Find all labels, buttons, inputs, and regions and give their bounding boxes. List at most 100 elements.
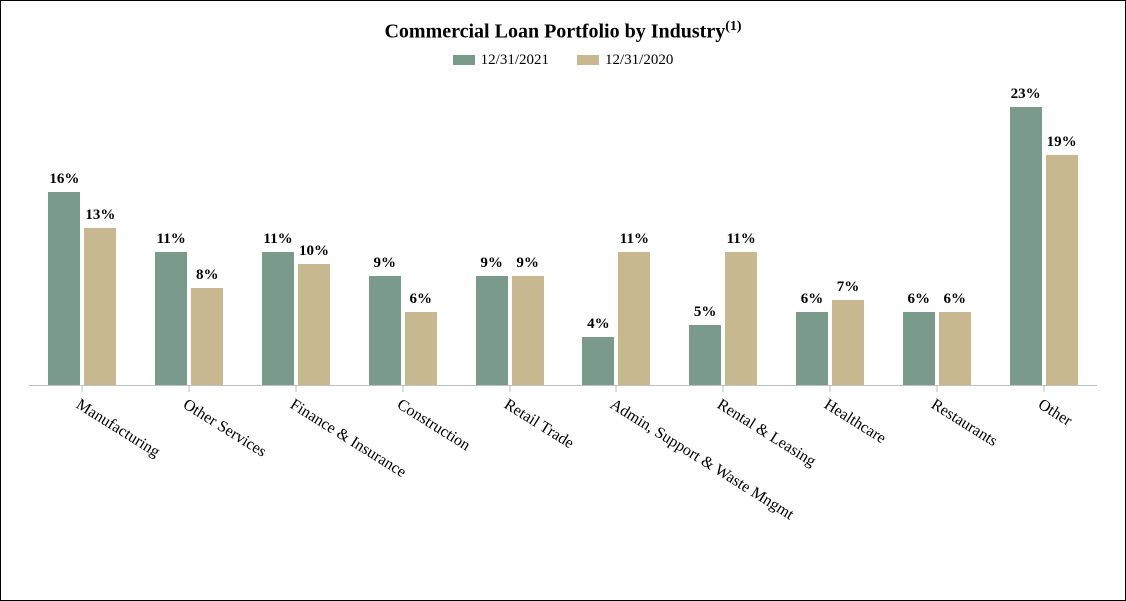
bar-wrap: 9% <box>476 83 508 385</box>
bar <box>689 325 721 385</box>
bar <box>725 252 757 385</box>
bar <box>48 192 80 386</box>
bar-group: 9% 6% <box>349 83 456 385</box>
bar <box>939 312 971 385</box>
bar-value-label: 4% <box>587 316 610 333</box>
x-tick: Restaurants <box>883 386 990 586</box>
tick-mark <box>723 386 724 392</box>
bar <box>476 276 508 385</box>
tick-mark <box>82 386 83 392</box>
tick-mark <box>509 386 510 392</box>
x-tick: Other <box>990 386 1097 586</box>
bar-group: 4% 11% <box>563 83 670 385</box>
chart-title: Commercial Loan Portfolio by Industry(1) <box>29 19 1097 44</box>
bar-wrap: 11% <box>725 83 757 385</box>
tick-mark <box>189 386 190 392</box>
bar-wrap: 23% <box>1010 83 1042 385</box>
tick-mark <box>1043 386 1044 392</box>
bar-wrap: 5% <box>689 83 721 385</box>
x-tick: Rental & Leasing <box>670 386 777 586</box>
bar-wrap: 11% <box>262 83 294 385</box>
bar-value-label: 6% <box>944 291 967 308</box>
x-tick: Other Services <box>136 386 243 586</box>
tick-mark <box>295 386 296 392</box>
bar-value-label: 10% <box>299 243 329 260</box>
chart-title-text: Commercial Loan Portfolio by Industry <box>384 21 725 43</box>
x-axis-label: Other <box>1034 396 1074 431</box>
bar-wrap: 6% <box>903 83 935 385</box>
bar-value-label: 5% <box>694 304 717 321</box>
bar-value-label: 11% <box>157 231 186 248</box>
legend-label: 12/31/2021 <box>481 52 549 69</box>
bar-wrap: 11% <box>155 83 187 385</box>
chart-title-superscript: (1) <box>725 19 741 34</box>
bar-wrap: 6% <box>796 83 828 385</box>
legend-label: 12/31/2020 <box>605 52 673 69</box>
bar-wrap: 7% <box>832 83 864 385</box>
bar-value-label: 19% <box>1047 134 1077 151</box>
bar-group: 6% 6% <box>883 83 990 385</box>
bar <box>262 252 294 385</box>
bar-wrap: 11% <box>618 83 650 385</box>
tick-mark <box>402 386 403 392</box>
bar-group: 11% 8% <box>136 83 243 385</box>
bar <box>903 312 935 385</box>
bar-wrap: 16% <box>48 83 80 385</box>
bar-wrap: 9% <box>512 83 544 385</box>
x-tick: Construction <box>349 386 456 586</box>
bar <box>84 228 116 385</box>
x-axis-label: Healthcare <box>820 396 888 448</box>
bar-wrap: 6% <box>405 83 437 385</box>
plot-area: 16%13%11%8%11%10%9%6%9%9%4%11%5%11%6%7%6… <box>29 77 1097 586</box>
legend-item: 12/31/2020 <box>577 52 673 69</box>
bar <box>512 276 544 385</box>
bar-wrap: 9% <box>369 83 401 385</box>
x-axis: ManufacturingOther ServicesFinance & Ins… <box>29 386 1097 586</box>
bar <box>369 276 401 385</box>
bar-value-label: 13% <box>85 207 115 224</box>
bar <box>832 300 864 385</box>
tick-mark <box>616 386 617 392</box>
bar-value-label: 7% <box>837 279 860 296</box>
x-tick: Admin, Support & Waste Mngmt <box>563 386 670 586</box>
x-axis-label: Restaurants <box>927 396 1000 451</box>
bar-value-label: 6% <box>801 291 824 308</box>
bar-wrap: 6% <box>939 83 971 385</box>
tick-mark <box>829 386 830 392</box>
bar <box>796 312 828 385</box>
bar-group: 9% 9% <box>456 83 563 385</box>
bar-wrap: 19% <box>1046 83 1078 385</box>
x-tick: Healthcare <box>777 386 884 586</box>
x-tick: Finance & Insurance <box>243 386 350 586</box>
bar-value-label: 11% <box>727 231 756 248</box>
legend-item: 12/31/2021 <box>453 52 549 69</box>
bar <box>405 312 437 385</box>
legend-swatch <box>453 55 475 65</box>
bar <box>1046 155 1078 385</box>
bar-value-label: 9% <box>480 255 503 272</box>
bar-value-label: 6% <box>410 291 433 308</box>
bar-wrap: 13% <box>84 83 116 385</box>
bar-value-label: 16% <box>49 171 79 188</box>
bar-group: 23% 19% <box>990 83 1097 385</box>
legend: 12/31/2021 12/31/2020 <box>29 52 1097 69</box>
bar-value-label: 11% <box>620 231 649 248</box>
x-tick: Manufacturing <box>29 386 136 586</box>
bar-value-label: 23% <box>1011 86 1041 103</box>
bar-wrap: 4% <box>582 83 614 385</box>
bar-wrap: 8% <box>191 83 223 385</box>
legend-swatch <box>577 55 599 65</box>
bar <box>618 252 650 385</box>
bar-value-label: 11% <box>263 231 292 248</box>
bar <box>298 264 330 385</box>
bar <box>1010 107 1042 385</box>
bar-value-label: 6% <box>908 291 931 308</box>
bars-area: 16%13%11%8%11%10%9%6%9%9%4%11%5%11%6%7%6… <box>29 77 1097 386</box>
bar <box>191 288 223 385</box>
bar-value-label: 9% <box>374 255 397 272</box>
bar-value-label: 8% <box>196 267 219 284</box>
bar-wrap: 10% <box>298 83 330 385</box>
bar-group: 6% 7% <box>777 83 884 385</box>
tick-mark <box>936 386 937 392</box>
bar <box>155 252 187 385</box>
